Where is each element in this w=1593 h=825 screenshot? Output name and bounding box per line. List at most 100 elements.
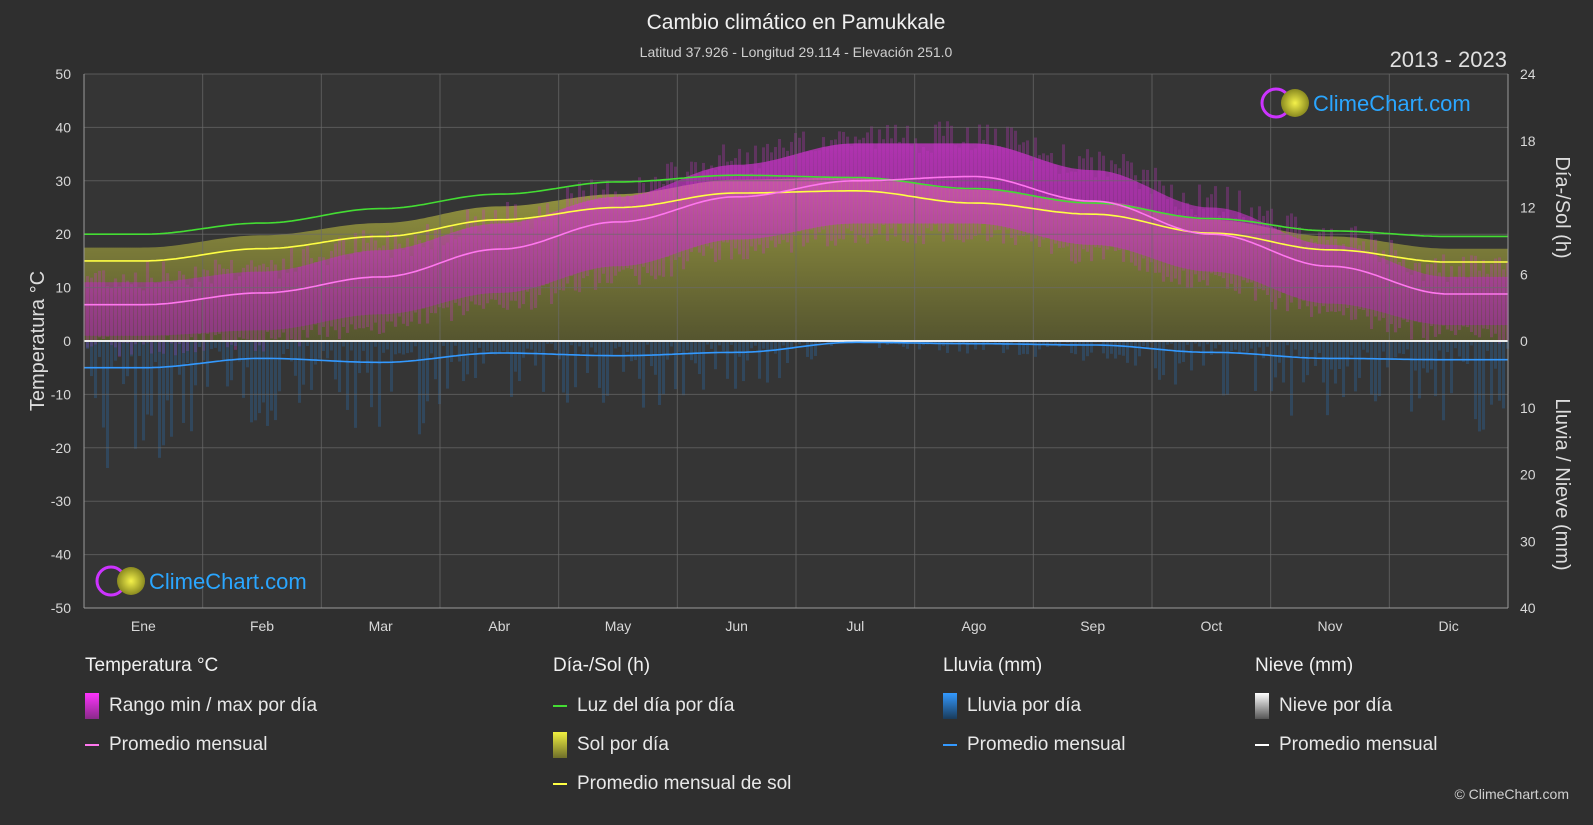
temperature-day-bar [258,265,261,346]
rain-day-bar [1430,341,1433,370]
rain-day-bar [370,341,373,408]
rain-day-bar [162,341,165,446]
temperature-day-bar [1354,226,1357,320]
temperature-day-bar [1134,175,1137,266]
rain-day-bar [1438,341,1441,351]
temperature-day-bar [470,222,473,302]
temperature-day-bar [254,266,257,352]
rain-day-bar [226,341,229,387]
rain-day-bar [634,341,637,361]
temperature-day-bar [1022,142,1025,237]
rain-day-bar [462,341,465,382]
temperature-day-bar [554,214,557,294]
rain-day-bar [242,341,245,398]
rain-day-bar [938,341,941,351]
rain-day-bar [1342,341,1345,398]
temperature-day-bar [530,228,533,310]
right-top-tick-label: 12 [1520,200,1536,216]
right-bottom-tick-label: 20 [1520,467,1536,483]
rain-day-bar [1270,341,1273,392]
temperature-day-bar [1358,245,1361,310]
rain-day-bar [986,341,989,345]
temperature-day-bar [502,219,505,308]
rain-day-bar [590,341,593,348]
temperature-day-bar [414,235,417,313]
rain-day-bar [758,341,761,379]
temperature-day-bar [198,281,201,335]
year-range: 2013 - 2023 [1390,47,1507,72]
temperature-day-bar [286,272,289,341]
temperature-day-bar [1230,218,1233,284]
temperature-day-bar [1382,250,1385,318]
temperature-day-bar [750,172,753,247]
rain-day-bar [1158,341,1161,380]
month-tick-label: Mar [369,618,393,634]
rain-day-bar [410,341,413,353]
temperature-day-bar [226,268,229,348]
temperature-day-bar [1466,278,1469,328]
rain-day-bar [346,341,349,410]
rain-day-bar [1354,341,1357,392]
rain-day-bar [1030,341,1033,344]
rain-day-bar [1050,341,1053,344]
rain-day-bar [538,341,541,353]
right-top-tick-label: 24 [1520,66,1536,82]
rain-day-bar [386,341,389,350]
rain-day-bar [274,341,277,421]
temperature-day-bar [558,211,561,290]
legend-rain-title: Lluvia (mm) [943,655,1043,676]
temperature-day-bar [1310,238,1313,317]
rain-day-bar [610,341,613,356]
temperature-day-bar [742,165,745,260]
rain-day-bar [286,341,289,350]
rain-day-bar [1462,341,1465,362]
temperature-day-bar [426,224,429,324]
month-tick-label: Ene [131,618,156,634]
temperature-avg-line [84,175,1508,306]
left-tick-label: -30 [51,493,71,509]
rain-day-bar [734,341,737,389]
rain-day-bar [326,341,329,359]
rain-day-bar [1302,341,1305,383]
temperature-day-bar [1038,155,1041,248]
temperature-day-bar [390,257,393,322]
rain-day-bar [542,341,545,392]
temperature-day-bar [518,226,521,309]
temperature-day-bar [1030,160,1033,242]
rain-day-bar [174,341,177,367]
rain-day-bar [498,341,501,354]
temperature-day-bar [210,283,213,341]
temperature-day-bar [1206,197,1209,286]
temperature-day-bar [606,180,609,283]
temperature-day-bar [850,145,853,232]
temperature-day-bar [650,180,653,276]
temperature-day-bar [950,125,953,225]
rain-day-bar [450,341,453,362]
rain-day-bar [1410,341,1413,412]
rain-day-bar [966,341,969,354]
left-tick-label: -50 [51,600,71,616]
left-tick-label: -20 [51,440,71,456]
temperature-day-bar [1138,188,1141,271]
rain-day-bar [474,341,477,379]
left-tick-label: 30 [55,173,71,189]
temperature-day-bar [1430,264,1433,326]
right-top-tick-label: 0 [1520,333,1528,349]
temperature-day-bar [1294,216,1297,297]
temperature-day-bar [1450,266,1453,331]
temperature-day-bar [330,250,333,327]
rain-day-bar [654,341,657,375]
temperature-day-bar [1322,228,1325,307]
temperature-day-bar [846,136,849,229]
rain-day-bar [730,341,733,345]
rain-day-bar [1078,341,1081,345]
rain-day-bar [582,341,585,353]
rain-day-bar [1006,341,1009,350]
rain-day-bar [1266,341,1269,347]
rain-day-bar [742,341,745,382]
temperature-day-bar [1474,255,1477,336]
temp-avg-swatch [85,744,99,746]
rain-day-bar [962,341,965,344]
temperature-day-bar [1218,215,1221,277]
month-tick-label: Jul [846,618,864,634]
